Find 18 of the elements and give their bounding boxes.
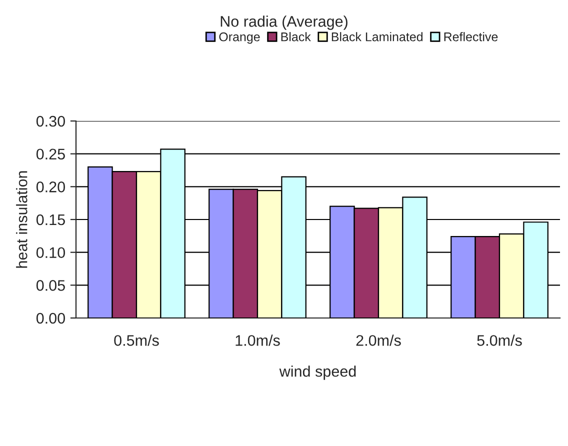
legend-label: Reflective	[444, 32, 498, 42]
y-tick-label: 0.15	[36, 214, 65, 226]
x-tick-label: 5.0m/s	[477, 334, 522, 346]
chart-title: No radia (Average)	[220, 16, 348, 30]
y-tick-label: 0.30	[36, 116, 65, 127]
y-tick-label: 0.10	[36, 247, 65, 258]
y-axis-title: heat insulation	[16, 171, 28, 268]
x-tick-label: 1.0m/s	[236, 334, 280, 346]
x-tick-label: 2.0m/s	[356, 334, 401, 346]
y-tick-label: 0.20	[36, 182, 65, 192]
x-axis-title: wind speed	[279, 366, 356, 380]
y-tick-label: 0.25	[36, 148, 65, 160]
legend-label: Black Laminated	[332, 32, 422, 42]
y-tick-label: 0.00	[36, 312, 65, 324]
y-tick-label: 0.05	[36, 280, 65, 291]
legend-label: Orange	[219, 32, 260, 44]
legend-label: Black	[281, 32, 311, 42]
x-tick-label: 0.5m/s	[114, 334, 159, 346]
